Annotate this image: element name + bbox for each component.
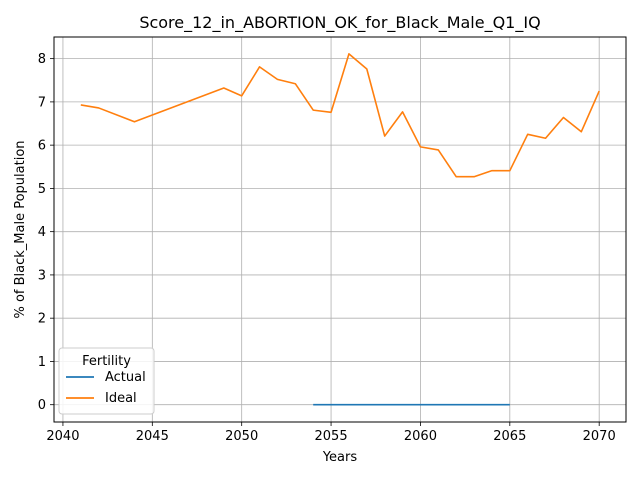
y-tick-label: 1 <box>38 355 46 370</box>
legend-label-ideal: Ideal <box>105 391 137 406</box>
x-tick-label: 2060 <box>404 429 437 444</box>
plot-frame <box>53 36 627 423</box>
grid-lines <box>54 37 626 422</box>
y-axis-title: % of Black_Male Population <box>13 140 28 318</box>
y-tick-label: 4 <box>38 225 46 240</box>
legend-label-actual: Actual <box>105 370 146 385</box>
legend: Fertility Actual Ideal <box>58 347 155 415</box>
y-tick-label: 3 <box>38 268 46 283</box>
x-tick-label: 2040 <box>46 429 79 444</box>
x-axis: 2040 2045 2050 2055 2060 2065 2070 <box>46 422 616 444</box>
x-axis-title: Years <box>322 450 358 465</box>
series-lines <box>80 53 600 406</box>
legend-title: Fertility <box>82 354 131 369</box>
y-axis: 0 1 2 3 4 5 6 7 8 <box>38 52 54 413</box>
x-tick-label: 2045 <box>136 429 169 444</box>
y-tick-label: 5 <box>38 182 46 197</box>
y-tick-label: 8 <box>38 52 46 67</box>
y-tick-label: 7 <box>38 95 46 110</box>
x-tick-label: 2070 <box>583 429 616 444</box>
x-tick-label: 2055 <box>315 429 348 444</box>
y-tick-label: 6 <box>38 139 46 154</box>
series-line-ideal <box>80 53 600 178</box>
chart-title: Score_12_in_ABORTION_OK_for_Black_Male_Q… <box>139 13 540 33</box>
x-tick-label: 2065 <box>493 429 526 444</box>
y-tick-label: 0 <box>38 398 46 413</box>
y-tick-label: 2 <box>38 312 46 327</box>
x-tick-label: 2050 <box>225 429 258 444</box>
